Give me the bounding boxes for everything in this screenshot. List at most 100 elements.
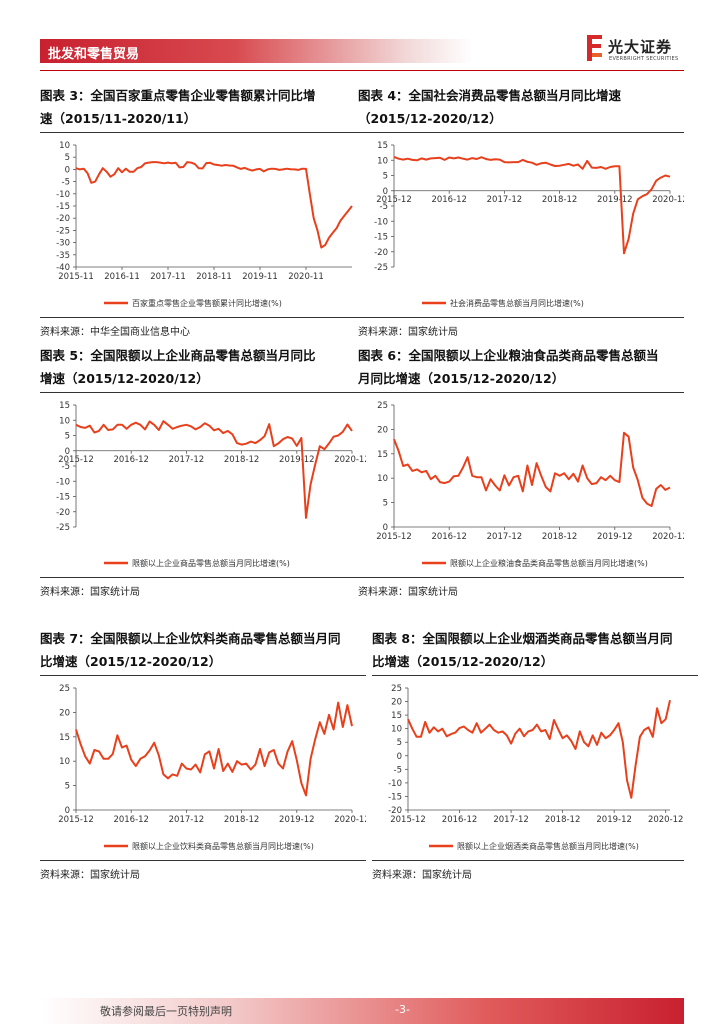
y-tick-label: 0	[397, 752, 402, 762]
x-tick-label: 2018-12	[542, 195, 578, 205]
brand-name-en: EVERBRIGHT SECURITIES	[609, 56, 679, 62]
series-line	[407, 699, 671, 799]
y-tick-label: 0	[65, 165, 70, 175]
y-tick-label: 10	[391, 725, 402, 735]
y-tick-label: -15	[374, 233, 388, 243]
x-tick-label: 2020-12	[652, 532, 684, 542]
panel-title-line2: 月同比增速（2015/12-2020/12）	[358, 371, 565, 386]
legend-label: 限额以上企业粮油食品类商品零售总额当月同比增速(%)	[450, 558, 648, 568]
legend-label: 限额以上企业饮料类商品零售总额当月同比增速(%)	[132, 841, 314, 851]
chart-area: 15 10 5 0 -5 -10 -15 -20 -25 2015-12 2016-12 2017-1…	[374, 141, 684, 308]
panel-title-line1: 图表 3：全国百家重点零售企业零售额累计同比增	[40, 88, 316, 103]
y-tick-label: 15	[377, 450, 388, 460]
y-tick-label: -15	[388, 792, 402, 802]
x-tick-label: 2017-11	[150, 272, 186, 282]
header-bar	[40, 39, 472, 63]
y-tick-label: 15	[377, 141, 388, 151]
panel-title-line1: 图表 7：全国限额以上企业饮料类商品零售总额当月同	[40, 631, 341, 646]
panel-chart-7: 图表 7：全国限额以上企业饮料类商品零售总额当月同 比增速（2015/12-20…	[40, 628, 366, 881]
series-line	[75, 161, 353, 249]
y-tick-label: 10	[59, 416, 70, 426]
panel-title-rule	[358, 132, 684, 133]
panel-source: 资料来源：国家统计局	[40, 870, 140, 881]
panel-title-line2: 比增速（2015/12-2020/12）	[372, 654, 554, 669]
y-tick-label: 20	[377, 425, 388, 435]
panel-title-line1: 图表 4：全国社会消费品零售总额当月同比增速	[358, 88, 622, 103]
y-tick-label: 25	[377, 401, 388, 411]
panel-title-line2: 比增速（2015/12-2020/12）	[40, 654, 222, 669]
panel-source-rule	[358, 317, 684, 318]
x-tick-label: 2019-12	[597, 195, 633, 205]
y-tick-label: -25	[56, 226, 70, 236]
y-tick-label: 25	[59, 684, 70, 694]
panel-source-rule	[40, 317, 366, 318]
x-tick-label: 2017-12	[487, 195, 523, 205]
x-tick-label: 2020-12	[652, 195, 684, 205]
y-tick-label: -30	[56, 239, 70, 249]
y-tick-label: -10	[56, 190, 70, 200]
y-tick-label: 20	[391, 698, 402, 708]
footer-bar	[40, 998, 684, 1024]
y-tick-label: 15	[59, 733, 70, 743]
y-tick-label: -5	[394, 765, 402, 775]
x-tick-label: 2020-12	[648, 815, 684, 825]
panel-chart-5: 图表 5：全国限额以上企业商品零售总额当月同比 增速（2015/12-2020/…	[40, 345, 366, 598]
y-tick-label: 10	[377, 156, 388, 166]
y-tick-label: 0	[65, 447, 70, 457]
panel-title-line1: 图表 8：全国限额以上企业烟酒类商品零售总额当月同	[372, 631, 673, 646]
y-tick-label: -15	[56, 202, 70, 212]
x-tick-label: 2019-12	[596, 815, 632, 825]
panel-source-rule	[40, 577, 366, 578]
page-number: -3-	[395, 1003, 410, 1016]
section-title: 批发和零售贸易	[48, 47, 140, 62]
x-tick-label: 2015-12	[58, 455, 94, 465]
panel-title-line2: 速（2015/11-2020/11）	[40, 111, 197, 126]
panel-source: 资料来源：国家统计局	[358, 327, 458, 338]
y-tick-label: -5	[62, 462, 70, 472]
y-tick-label: 5	[397, 738, 402, 748]
y-tick-label: 5	[383, 499, 388, 509]
y-tick-label: -15	[56, 493, 70, 503]
y-tick-label: -20	[56, 508, 70, 518]
y-tick-label: 0	[65, 806, 70, 816]
y-tick-label: 0	[383, 523, 388, 533]
x-tick-label: 2019-12	[279, 815, 315, 825]
x-tick-label: 2015-12	[58, 815, 94, 825]
x-tick-label: 2016-12	[431, 195, 467, 205]
chart-area: 15 10 5 0 -5 -10 -15 -20 -25 2015-12 2016-12 2017-1…	[56, 401, 366, 568]
x-tick-label: 2018-11	[196, 272, 232, 282]
panel-chart-3: 图表 3：全国百家重点零售企业零售额累计同比增 速（2015/11-2020/1…	[40, 85, 366, 338]
legend-label: 百家重点零售企业零售额累计同比增速(%)	[132, 298, 282, 308]
x-tick-label: 2017-12	[493, 815, 529, 825]
panel-title-rule	[40, 392, 366, 393]
panel-title-rule	[40, 132, 366, 133]
y-tick-label: 5	[65, 432, 70, 442]
panel-chart-4: 图表 4：全国社会消费品零售总额当月同比增速 （2015/12-2020/12）…	[358, 85, 684, 338]
y-tick-label: -10	[388, 779, 402, 789]
panel-title-rule	[372, 675, 698, 676]
panel-title-rule	[358, 392, 684, 393]
panel-chart-6: 图表 6：全国限额以上企业粮油食品类商品零售总额当 月同比增速（2015/12-…	[358, 345, 684, 598]
y-tick-label: -5	[380, 202, 388, 212]
series-line	[75, 701, 353, 797]
panel-source-rule	[40, 860, 366, 861]
x-tick-label: 2018-12	[224, 455, 260, 465]
y-tick-label: -10	[56, 477, 70, 487]
x-tick-label: 2020-12	[334, 815, 366, 825]
x-tick-label: 2017-12	[169, 455, 205, 465]
x-tick-label: 2017-12	[169, 815, 205, 825]
y-tick-label: -40	[56, 263, 70, 273]
x-tick-label: 2020-12	[334, 455, 366, 465]
y-tick-label: 10	[377, 474, 388, 484]
panel-title-rule	[40, 675, 366, 676]
y-tick-label: 10	[59, 757, 70, 767]
x-tick-label: 2019-11	[242, 272, 278, 282]
y-tick-label: -10	[374, 217, 388, 227]
x-tick-label: 2015-12	[376, 195, 412, 205]
x-tick-label: 2017-12	[487, 532, 523, 542]
y-tick-label: 5	[65, 153, 70, 163]
x-tick-label: 2018-12	[542, 532, 578, 542]
